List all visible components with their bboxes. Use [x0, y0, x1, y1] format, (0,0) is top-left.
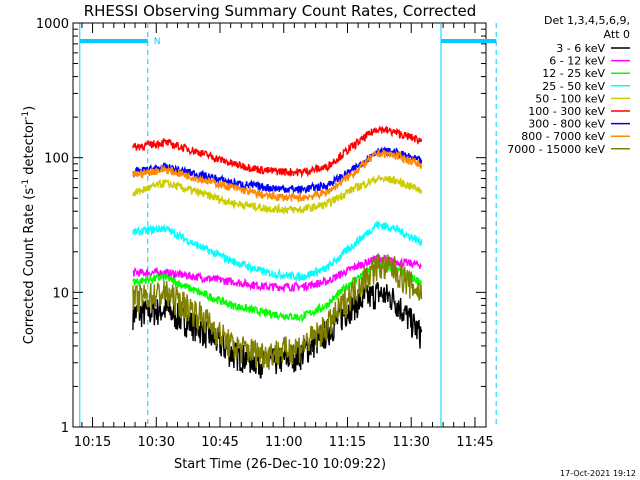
x-tick-label: 11:15 [329, 435, 366, 450]
series-line [132, 221, 423, 281]
legend-item-label: 100 - 300 keV [528, 105, 605, 118]
x-tick-label: 11:45 [456, 435, 493, 450]
series-line [132, 254, 422, 293]
legend-item-label: 300 - 800 keV [528, 118, 605, 131]
y-axis-label-sup1: -1 [21, 179, 31, 188]
timestamp: 17-Oct-2021 19:12 [560, 469, 636, 478]
x-axis: 10:15 10:30 10:45 11:00 11:15 11:30 11:45 [74, 23, 494, 450]
y-tick-label: 1 [61, 421, 69, 436]
legend-header: Det 1,3,4,5,6,9, [544, 14, 630, 27]
legend-item-label: 25 - 50 keV [542, 80, 605, 93]
marker-layer: N [79, 23, 497, 427]
series-line [132, 149, 423, 203]
y-tick-label: 100 [44, 152, 69, 167]
chart-title: RHESSI Observing Summary Count Rates, Co… [84, 2, 477, 20]
y-axis-label: Corrected Count Rate (s-1 detector-1) [21, 106, 37, 344]
x-tick-label: 11:00 [265, 435, 302, 450]
y-axis-label-part: detector [22, 119, 37, 179]
legend-item-label: 3 - 6 keV [556, 42, 605, 55]
y-tick-label: 1000 [36, 17, 69, 32]
legend-item-label: 7000 - 15000 keV [507, 143, 605, 156]
plot-frame [72, 22, 487, 428]
y-axis-label-part: Corrected Count Rate (s [22, 188, 37, 345]
legend-item-label: 12 - 25 keV [542, 67, 605, 80]
series-line [132, 253, 423, 370]
x-tick-label: 11:30 [392, 435, 429, 450]
y-axis-label-part: ) [22, 106, 37, 111]
x-axis-label: Start Time (26-Dec-10 10:09:22) [174, 457, 386, 472]
x-tick-label: 10:45 [201, 435, 238, 450]
legend-header: Att 0 [604, 28, 630, 41]
legend-item-label: 50 - 100 keV [535, 92, 605, 105]
legend-item-label: 6 - 12 keV [549, 55, 605, 68]
series-line [132, 174, 423, 216]
legend-item-label: 800 - 7000 keV [521, 130, 605, 143]
y-tick-label: 10 [52, 286, 69, 301]
series-line [132, 125, 423, 179]
y-axis-label-sup2: -1 [21, 111, 31, 120]
y-axis: 1 10 100 1000 [36, 17, 486, 436]
x-tick-label: 10:15 [74, 435, 111, 450]
x-tick-label: 10:30 [138, 435, 175, 450]
series-layer [132, 125, 423, 379]
night-label: N [154, 37, 161, 47]
